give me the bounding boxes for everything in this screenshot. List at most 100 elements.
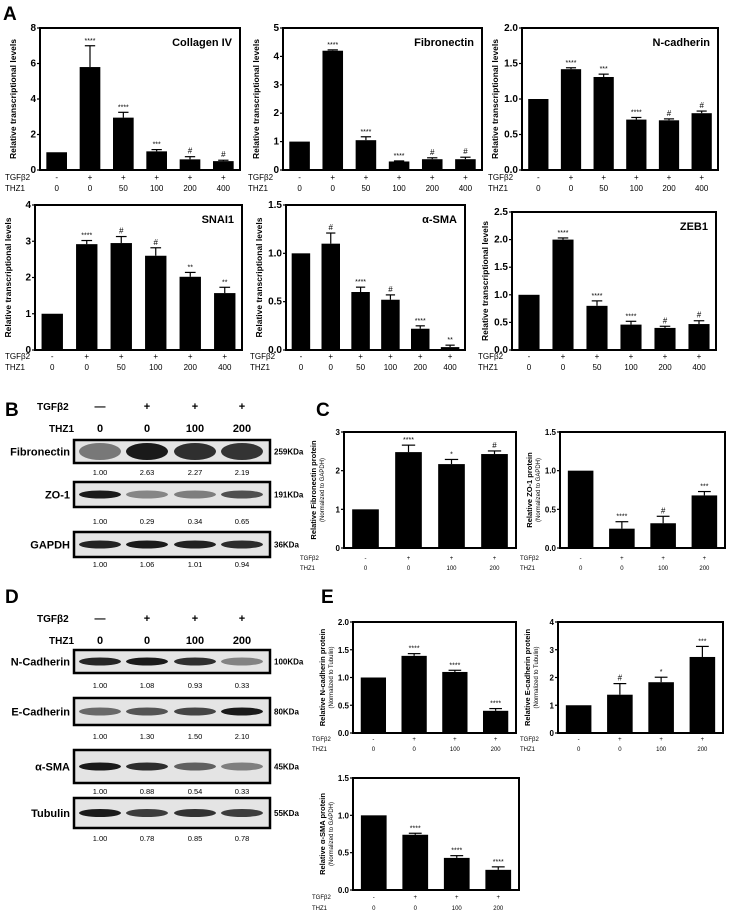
- thz1-value: 200: [414, 363, 428, 372]
- thz1-row-label: THZ1: [478, 363, 499, 372]
- significance-label: **: [188, 264, 194, 271]
- y-tick-label: 0: [273, 165, 279, 176]
- significance-label: #: [188, 147, 193, 156]
- chart-title: α-SMA: [422, 214, 457, 226]
- tgfb2-value: +: [192, 613, 198, 625]
- plot-frame: [343, 431, 517, 549]
- tgfb2-value: -: [537, 173, 540, 182]
- significance-label: #: [667, 109, 672, 118]
- bar: [351, 292, 370, 350]
- significance-label: #: [697, 311, 702, 320]
- tgfb2-value: +: [496, 895, 500, 901]
- significance-label: ****: [118, 104, 129, 111]
- significance-label: ****: [566, 60, 577, 67]
- thz1-row-label: THZ1: [300, 566, 316, 572]
- protein-band: [221, 762, 263, 771]
- thz1-value: 0: [536, 184, 541, 193]
- protein-label: Tubulin: [31, 808, 70, 820]
- bar: [352, 509, 379, 548]
- significance-label: #: [618, 674, 623, 683]
- tgfb2-value: +: [699, 173, 704, 182]
- band-quantification: 0.65: [235, 517, 250, 526]
- y-tick-label: 1.5: [338, 774, 350, 783]
- blot-membrane: [72, 648, 272, 675]
- protein-band: [174, 540, 216, 549]
- tgfb2-value: +: [412, 737, 416, 743]
- thz1-row-label: THZ1: [5, 363, 26, 372]
- tgfb2-value: +: [144, 401, 150, 413]
- blot-row-fibronectin: 1.00 2.63 2.27 2.19 Fibronectin 259KDa: [10, 438, 304, 477]
- thz1-value: 200: [699, 566, 710, 572]
- significance-label: ****: [451, 848, 462, 855]
- y-tick-label: 5: [273, 23, 279, 34]
- band-quantification: 0.33: [235, 787, 250, 796]
- tgfb2-value: +: [154, 173, 159, 182]
- significance-label: #: [661, 506, 666, 515]
- band-quantification: 0.54: [188, 787, 203, 796]
- y-tick-label: 1.5: [504, 59, 518, 70]
- protein-band: [221, 540, 263, 549]
- y-axis-sublabel: (Normalized to GAPDH): [329, 802, 335, 866]
- tgfb2-value: +: [701, 737, 705, 743]
- bar: [360, 815, 387, 890]
- thz1-row-label: THZ1: [488, 184, 509, 193]
- protein-band: [221, 657, 263, 666]
- bar: [388, 161, 410, 170]
- blot-row-gapdh: 1.00 1.06 1.01 0.94 GAPDH 36KDa: [30, 530, 299, 569]
- thz1-value: 200: [662, 184, 676, 193]
- thz1-row-label: THZ1: [248, 184, 269, 193]
- bar: [593, 76, 614, 170]
- molecular-weight-label: 45KDa: [274, 763, 299, 772]
- thz1-value: 0: [579, 566, 583, 572]
- bar: [76, 244, 98, 350]
- tgfb2-value: +: [328, 352, 333, 361]
- protein-band: [174, 809, 216, 817]
- tgfb2-value: -: [51, 352, 54, 361]
- blot-membrane: [72, 438, 272, 465]
- band-quantification: 1.00: [93, 468, 108, 477]
- protein-band: [126, 490, 168, 499]
- thz1-value: 0: [299, 363, 304, 372]
- thz1-row-label: THZ1: [49, 636, 74, 647]
- bar: [609, 528, 635, 548]
- band-quantification: 2.10: [235, 732, 250, 741]
- tgfb2-value: +: [601, 173, 606, 182]
- thz1-value: 200: [183, 184, 197, 193]
- tgfb2-value: +: [330, 173, 335, 182]
- bar-chart-relative-sma-protein: 0.0 0.5 1.0 1.5 Relative α-SMA protein (Norma…: [312, 774, 520, 912]
- thz1-value: 200: [233, 635, 251, 647]
- bar-chart-zeb1: 0.0 0.5 1.0 1.5 2.0 2.5 Relative transcription…: [478, 207, 717, 372]
- protein-band: [126, 657, 168, 666]
- thz1-value: 100: [658, 566, 669, 572]
- thz1-value: 0: [50, 363, 55, 372]
- protein-label: GAPDH: [30, 540, 70, 552]
- protein-band: [126, 762, 168, 771]
- significance-label: #: [388, 285, 393, 294]
- y-axis-label: Relative ZO-1 protein: [525, 452, 534, 528]
- significance-label: #: [463, 147, 468, 156]
- significance-label: ***: [700, 484, 708, 491]
- y-tick-label: 0.5: [268, 297, 282, 308]
- western-blot-panel-d: TGFβ2 THZ1 — 0 +0 +100 +200 1.00 1.08 0.93 0.33 N-C…: [11, 613, 304, 843]
- significance-label: #: [492, 441, 497, 450]
- thz1-value: 0: [144, 635, 150, 647]
- tgfb2-row-label: TGFβ2: [5, 352, 31, 361]
- protein-band: [79, 443, 121, 460]
- bar: [402, 834, 429, 890]
- bar: [442, 671, 468, 733]
- protein-band: [221, 809, 263, 817]
- significance-label: ****: [631, 109, 642, 116]
- band-quantification: 0.33: [235, 681, 250, 690]
- y-tick-label: 1: [336, 505, 341, 514]
- bar-chart-snai1: 0 1 2 3 4 Relative transcriptional levels SNAI…: [3, 200, 243, 372]
- protein-label: N-Cadherin: [11, 657, 71, 669]
- tgfb2-value: +: [667, 173, 672, 182]
- thz1-value: 100: [630, 184, 644, 193]
- protein-band: [174, 490, 216, 499]
- bar: [360, 677, 387, 733]
- thz1-row-label: THZ1: [312, 906, 328, 912]
- tgfb2-value: +: [569, 173, 574, 182]
- thz1-value: 100: [656, 747, 667, 753]
- tgfb2-value: —: [95, 401, 106, 413]
